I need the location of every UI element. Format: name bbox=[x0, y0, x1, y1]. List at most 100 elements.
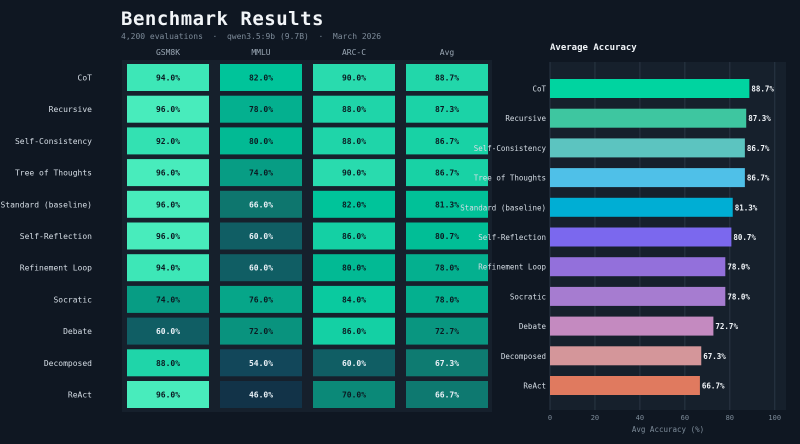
heatmap-cell bbox=[220, 127, 302, 155]
heatmap-cell bbox=[220, 64, 302, 91]
heatmap-cell-value: 86.7% bbox=[435, 169, 459, 178]
bar-category-label: Self-Consistency bbox=[474, 144, 547, 153]
heatmap-cell-value: 96.0% bbox=[156, 232, 180, 241]
heatmap-cell bbox=[220, 222, 302, 250]
heatmap-cell bbox=[406, 190, 488, 218]
heatmap-row-label: Self-Reflection bbox=[20, 232, 92, 241]
bar-value-label: 80.7% bbox=[733, 233, 756, 242]
heatmap-cell bbox=[313, 159, 395, 187]
heatmap-cell-value: 60.0% bbox=[342, 359, 366, 368]
bar-value-label: 81.3% bbox=[735, 203, 758, 212]
heatmap-cell bbox=[406, 317, 488, 345]
heatmap-cell bbox=[406, 159, 488, 187]
heatmap-cell bbox=[313, 254, 395, 282]
heatmap-row-label: Debate bbox=[63, 327, 92, 336]
heatmap-cell bbox=[406, 254, 488, 282]
heatmap-cell-value: 92.0% bbox=[156, 137, 180, 146]
heatmap-cell-value: 80.0% bbox=[249, 137, 273, 146]
heatmap-column-header: GSM8K bbox=[156, 48, 180, 57]
bar bbox=[550, 197, 733, 217]
heatmap-cell bbox=[313, 317, 395, 345]
heatmap-cell bbox=[127, 317, 209, 345]
heatmap-cell-value: 88.7% bbox=[435, 74, 459, 83]
heatmap-cell bbox=[127, 349, 209, 377]
bar bbox=[550, 108, 747, 128]
heatmap-cell bbox=[127, 381, 209, 408]
heatmap-cell bbox=[313, 349, 395, 377]
heatmap-cell-value: 76.0% bbox=[249, 295, 273, 304]
x-tick-label: 20 bbox=[591, 414, 599, 422]
heatmap-cell bbox=[313, 64, 395, 91]
bar bbox=[550, 227, 732, 247]
heatmap-cell bbox=[313, 190, 395, 218]
heatmap-cell bbox=[313, 127, 395, 155]
heatmap-cell-value: 96.0% bbox=[156, 105, 180, 114]
heatmap-cell-value: 84.0% bbox=[342, 295, 366, 304]
bar-category-label: Tree of Thoughts bbox=[474, 174, 546, 183]
bar-category-label: Socratic bbox=[510, 292, 546, 301]
bar-category-label: Recursive bbox=[505, 114, 546, 123]
heatmap-cell bbox=[127, 254, 209, 282]
bar bbox=[550, 257, 726, 277]
heatmap-cell bbox=[220, 190, 302, 218]
heatmap-cell-value: 54.0% bbox=[249, 359, 273, 368]
heatmap-cell-value: 88.0% bbox=[342, 137, 366, 146]
heatmap-cell-value: 80.7% bbox=[435, 232, 459, 241]
page-title: Benchmark Results bbox=[121, 8, 324, 30]
heatmap-column-header: ARC-C bbox=[342, 48, 366, 57]
x-tick-label: 100 bbox=[768, 414, 781, 422]
heatmap-row-label: Self-Consistency bbox=[15, 137, 92, 146]
bar bbox=[550, 168, 745, 188]
heatmap-cell-value: 82.0% bbox=[249, 74, 273, 83]
heatmap-cell-value: 78.0% bbox=[249, 105, 273, 114]
heatmap-cell bbox=[313, 285, 395, 313]
heatmap-cell-value: 66.7% bbox=[435, 391, 459, 400]
bar-category-label: Refinement Loop bbox=[478, 263, 546, 272]
heatmap-cell bbox=[406, 285, 488, 313]
x-tick-label: 80 bbox=[726, 414, 734, 422]
heatmap-cell bbox=[220, 254, 302, 282]
heatmap-cell-value: 94.0% bbox=[156, 74, 180, 83]
heatmap-cell bbox=[220, 349, 302, 377]
heatmap-row-label: CoT bbox=[78, 74, 93, 83]
heatmap-cell bbox=[127, 64, 209, 91]
heatmap-cell-value: 67.3% bbox=[435, 359, 459, 368]
bar-value-label: 78.0% bbox=[727, 263, 750, 272]
heatmap-cell bbox=[406, 381, 488, 408]
heatmap-cell bbox=[127, 222, 209, 250]
heatmap-column-header: MMLU bbox=[251, 48, 270, 57]
heatmap-cell-value: 82.0% bbox=[342, 200, 366, 209]
heatmap-cell bbox=[313, 222, 395, 250]
bar-value-label: 88.7% bbox=[751, 85, 774, 94]
heatmap-cell-value: 81.3% bbox=[435, 200, 459, 209]
heatmap-cell bbox=[127, 95, 209, 123]
heatmap-row-label: Refinement Loop bbox=[20, 264, 92, 273]
heatmap-cell-value: 96.0% bbox=[156, 200, 180, 209]
heatmap-cell-value: 70.0% bbox=[342, 391, 366, 400]
heatmap-cell bbox=[313, 381, 395, 408]
heatmap-cell-value: 86.0% bbox=[342, 327, 366, 336]
heatmap-cell-value: 87.3% bbox=[435, 105, 459, 114]
heatmap-cell-value: 46.0% bbox=[249, 391, 273, 400]
heatmap-cell-value: 86.0% bbox=[342, 232, 366, 241]
heatmap-cell-value: 66.0% bbox=[249, 200, 273, 209]
heatmap-row-label: Decomposed bbox=[44, 359, 92, 368]
heatmap-row-label: Recursive bbox=[49, 105, 93, 114]
bar-value-label: 78.0% bbox=[727, 292, 750, 301]
heatmap-cell bbox=[220, 285, 302, 313]
heatmap-cell-value: 90.0% bbox=[342, 74, 366, 83]
heatmap-cell-value: 86.7% bbox=[435, 137, 459, 146]
bar-category-label: Standard (baseline) bbox=[460, 203, 546, 212]
heatmap-cell-value: 60.0% bbox=[156, 327, 180, 336]
heatmap-cell bbox=[406, 64, 488, 91]
heatmap-cell bbox=[127, 285, 209, 313]
bar bbox=[550, 138, 745, 158]
bar-category-label: Self-Reflection bbox=[478, 233, 546, 242]
bar bbox=[550, 286, 726, 306]
heatmap-cell bbox=[127, 159, 209, 187]
bar-value-label: 87.3% bbox=[748, 114, 771, 123]
bar bbox=[550, 316, 714, 336]
heatmap-cell bbox=[406, 349, 488, 377]
heatmap-cell bbox=[127, 190, 209, 218]
bar-value-label: 86.7% bbox=[747, 144, 770, 153]
